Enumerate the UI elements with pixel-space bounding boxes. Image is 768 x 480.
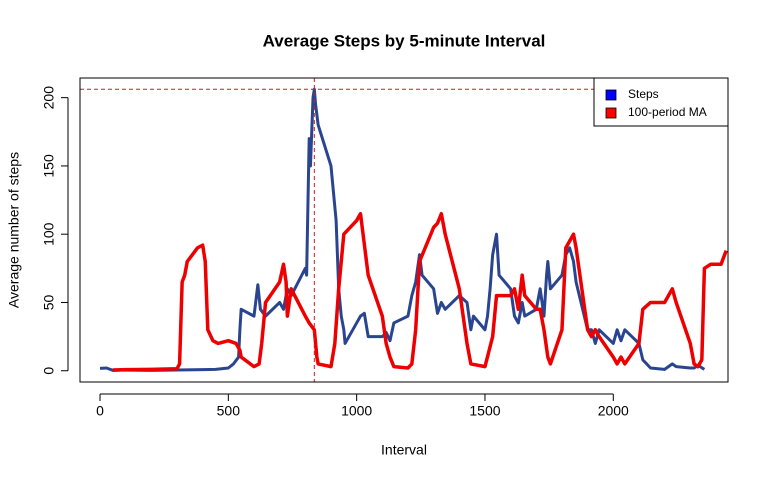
y-tick-label: 100 xyxy=(41,222,57,246)
y-tick-label: 150 xyxy=(41,154,57,178)
y-axis-label: Average number of steps xyxy=(6,152,22,308)
x-tick-label: 1000 xyxy=(341,403,372,419)
y-tick-label: 0 xyxy=(41,367,57,375)
x-axis-label: Interval xyxy=(381,442,427,458)
x-tick-label: 500 xyxy=(217,403,241,419)
plot-frame xyxy=(79,77,729,383)
data-line xyxy=(99,87,706,372)
x-tick-label: 0 xyxy=(96,403,104,419)
legend-label: Steps xyxy=(628,87,659,101)
legend-label: 100-period MA xyxy=(628,105,707,119)
legend-swatch xyxy=(605,107,617,119)
x-tick-label: 1500 xyxy=(469,403,500,419)
x-tick-label: 2000 xyxy=(598,403,629,419)
data-line xyxy=(112,211,728,372)
chart-title: Average Steps by 5-minute Interval xyxy=(263,31,546,50)
y-tick-label: 50 xyxy=(41,294,57,310)
legend-swatch xyxy=(605,89,617,101)
y-tick-label: 200 xyxy=(41,86,57,110)
